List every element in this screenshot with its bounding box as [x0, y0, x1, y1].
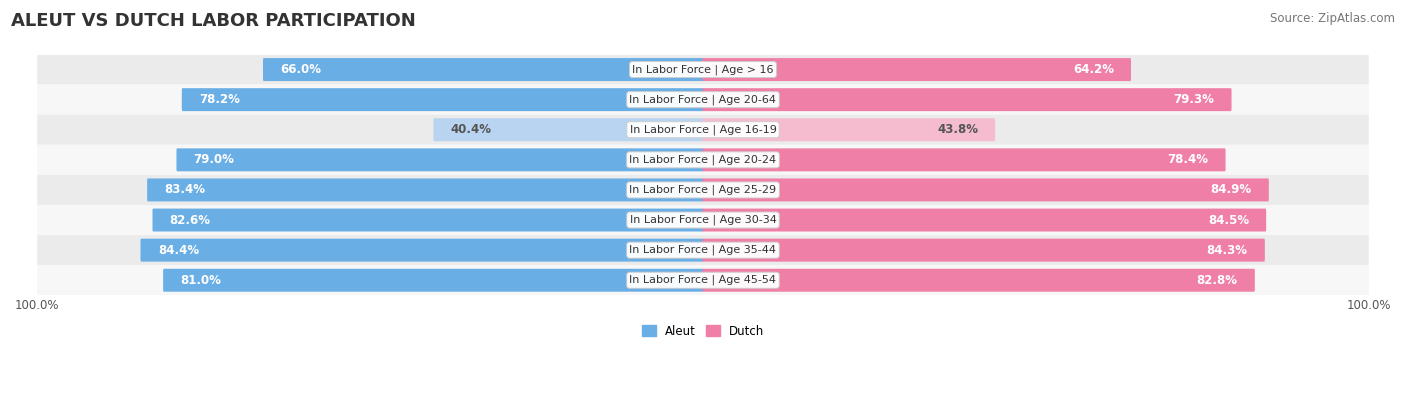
FancyBboxPatch shape — [37, 235, 1369, 265]
FancyBboxPatch shape — [37, 205, 1369, 235]
FancyBboxPatch shape — [433, 118, 703, 141]
Text: 84.9%: 84.9% — [1211, 183, 1251, 196]
FancyBboxPatch shape — [163, 269, 703, 292]
FancyBboxPatch shape — [37, 175, 1369, 205]
FancyBboxPatch shape — [703, 149, 1226, 171]
Text: Source: ZipAtlas.com: Source: ZipAtlas.com — [1270, 12, 1395, 25]
Text: 84.4%: 84.4% — [157, 244, 198, 257]
FancyBboxPatch shape — [263, 58, 703, 81]
Text: 82.6%: 82.6% — [170, 214, 211, 227]
Text: 66.0%: 66.0% — [280, 63, 321, 76]
Text: ALEUT VS DUTCH LABOR PARTICIPATION: ALEUT VS DUTCH LABOR PARTICIPATION — [11, 12, 416, 30]
FancyBboxPatch shape — [37, 265, 1369, 295]
Text: 84.5%: 84.5% — [1208, 214, 1249, 227]
FancyBboxPatch shape — [703, 239, 1265, 261]
FancyBboxPatch shape — [37, 115, 1369, 145]
FancyBboxPatch shape — [152, 209, 703, 231]
FancyBboxPatch shape — [703, 269, 1254, 292]
Text: 82.8%: 82.8% — [1197, 274, 1237, 287]
Text: 81.0%: 81.0% — [180, 274, 221, 287]
FancyBboxPatch shape — [37, 145, 1369, 175]
Text: 64.2%: 64.2% — [1073, 63, 1114, 76]
Text: 83.4%: 83.4% — [165, 183, 205, 196]
FancyBboxPatch shape — [703, 88, 1232, 111]
Text: In Labor Force | Age 20-24: In Labor Force | Age 20-24 — [630, 154, 776, 165]
FancyBboxPatch shape — [37, 55, 1369, 85]
FancyBboxPatch shape — [703, 58, 1130, 81]
FancyBboxPatch shape — [703, 118, 995, 141]
FancyBboxPatch shape — [37, 85, 1369, 115]
FancyBboxPatch shape — [148, 179, 703, 201]
Text: In Labor Force | Age 45-54: In Labor Force | Age 45-54 — [630, 275, 776, 286]
Text: In Labor Force | Age 16-19: In Labor Force | Age 16-19 — [630, 124, 776, 135]
Text: In Labor Force | Age 35-44: In Labor Force | Age 35-44 — [630, 245, 776, 256]
Text: In Labor Force | Age 30-34: In Labor Force | Age 30-34 — [630, 215, 776, 225]
Text: In Labor Force | Age 25-29: In Labor Force | Age 25-29 — [630, 185, 776, 195]
Text: In Labor Force | Age 20-64: In Labor Force | Age 20-64 — [630, 94, 776, 105]
Text: 84.3%: 84.3% — [1206, 244, 1247, 257]
Text: 79.3%: 79.3% — [1174, 93, 1215, 106]
FancyBboxPatch shape — [176, 149, 703, 171]
Text: 40.4%: 40.4% — [451, 123, 492, 136]
Text: In Labor Force | Age > 16: In Labor Force | Age > 16 — [633, 64, 773, 75]
Text: 43.8%: 43.8% — [936, 123, 979, 136]
FancyBboxPatch shape — [181, 88, 703, 111]
Text: 78.2%: 78.2% — [200, 93, 240, 106]
Text: 78.4%: 78.4% — [1167, 153, 1208, 166]
FancyBboxPatch shape — [703, 209, 1267, 231]
FancyBboxPatch shape — [141, 239, 703, 261]
FancyBboxPatch shape — [703, 179, 1268, 201]
Legend: Aleut, Dutch: Aleut, Dutch — [637, 320, 769, 342]
Text: 79.0%: 79.0% — [194, 153, 235, 166]
